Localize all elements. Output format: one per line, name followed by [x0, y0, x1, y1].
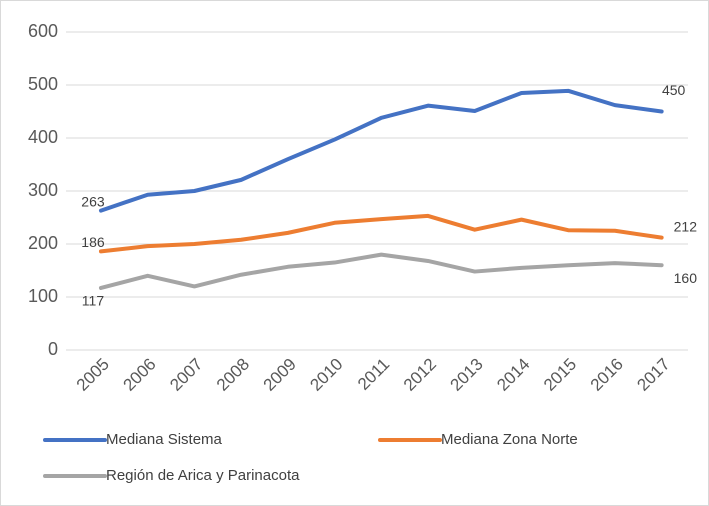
y-tick-label: 100	[28, 286, 58, 306]
data-label: 160	[674, 270, 698, 286]
data-label: 450	[662, 82, 686, 98]
series-line	[98, 213, 664, 254]
data-label: 186	[81, 234, 105, 250]
y-tick-label: 200	[28, 233, 58, 253]
legend-label: Mediana Sistema	[106, 431, 223, 448]
data-label: 263	[81, 193, 105, 209]
series-line	[98, 252, 664, 290]
y-tick-label: 500	[28, 74, 58, 94]
y-tick-label: 600	[28, 21, 58, 41]
y-tick-label: 400	[28, 127, 58, 147]
data-label: 117	[82, 293, 105, 309]
y-tick-label: 0	[48, 339, 58, 359]
y-tick-label: 300	[28, 180, 58, 200]
legend-label: Mediana Zona Norte	[441, 431, 578, 448]
legend-label: Región de Arica y Parinacota	[106, 467, 300, 484]
series-line	[98, 88, 664, 213]
data-label: 212	[674, 218, 698, 234]
